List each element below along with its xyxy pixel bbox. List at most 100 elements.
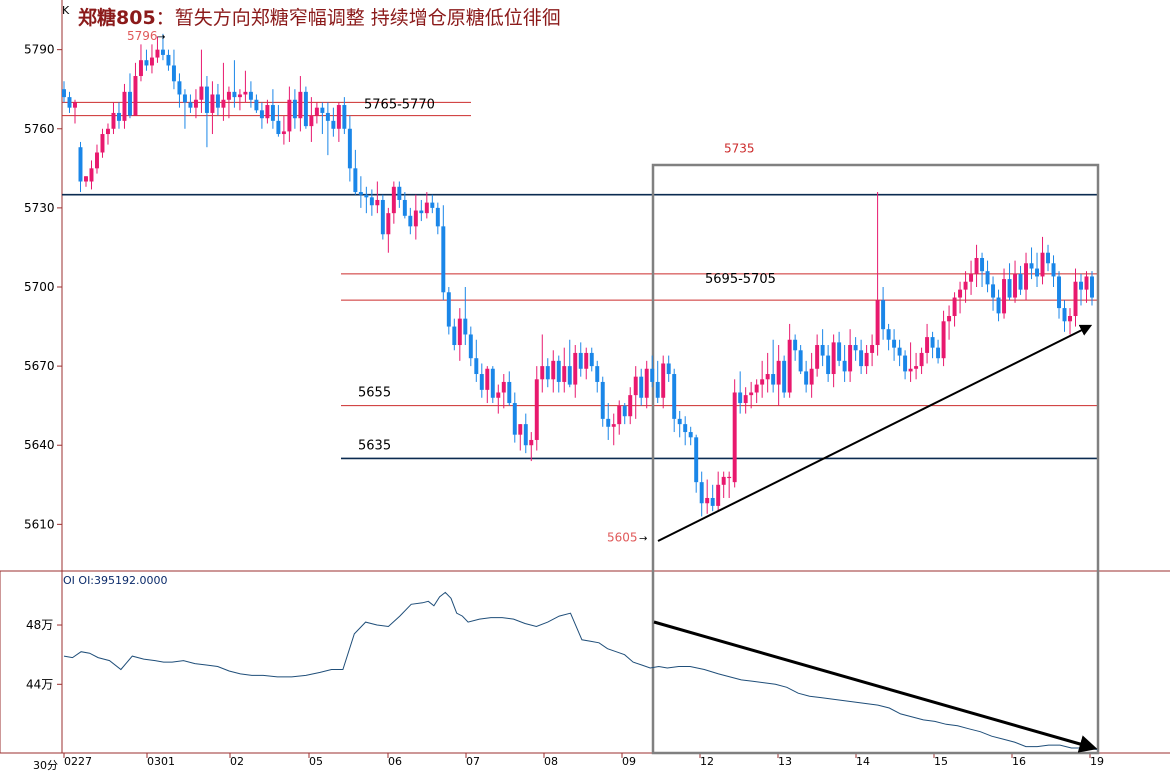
- y-tick-label: 5730: [24, 201, 55, 215]
- candle-body: [347, 128, 352, 169]
- candle-body: [62, 89, 66, 98]
- candle-body: [870, 345, 875, 353]
- candle-body: [782, 360, 787, 393]
- candle-body: [452, 326, 457, 346]
- candle-body: [947, 316, 952, 322]
- candle-body: [1007, 279, 1012, 298]
- candle-body: [518, 424, 523, 435]
- candle-body: [545, 366, 550, 380]
- candle-body: [237, 94, 242, 98]
- oi-panel-label: OI OI:395192.0000: [63, 574, 168, 587]
- x-tick-label: 09: [622, 755, 636, 768]
- x-tick-label: 07: [466, 755, 480, 768]
- candle-body: [925, 337, 930, 353]
- candle-body: [529, 439, 534, 446]
- candle-body: [116, 112, 121, 121]
- candle-body: [408, 215, 413, 227]
- candle-body: [864, 352, 869, 367]
- candle-body: [397, 186, 402, 200]
- candle-body: [650, 368, 655, 382]
- candle-body: [897, 347, 902, 356]
- candle-body: [732, 392, 737, 483]
- candle-body: [298, 91, 303, 119]
- candle-body: [248, 91, 253, 100]
- candle-body: [815, 345, 820, 369]
- y-tick-label: 5760: [24, 122, 55, 136]
- candle-body: [259, 110, 264, 119]
- candle-body: [694, 437, 699, 483]
- candle-body: [424, 202, 429, 214]
- candle-body: [1084, 276, 1089, 290]
- candle-body: [1018, 273, 1023, 290]
- candle-body: [463, 318, 468, 335]
- candle-body: [743, 395, 748, 404]
- candle-body: [89, 168, 94, 182]
- candle-body: [1051, 263, 1056, 277]
- candle-body: [507, 381, 512, 404]
- candle-body: [595, 366, 600, 382]
- candle-body: [1013, 273, 1018, 298]
- candle-body: [204, 86, 209, 113]
- candle-body: [1002, 279, 1007, 314]
- title-code: 郑糖805: [78, 7, 156, 29]
- candle-body: [413, 210, 418, 227]
- candle-body: [903, 355, 908, 372]
- trend-arrow-up: [657, 324, 1093, 542]
- k-marker: K: [62, 4, 70, 17]
- low-marker-arrow: →: [639, 534, 647, 545]
- x-tick-label: 02: [230, 755, 244, 768]
- candle-body: [479, 374, 484, 390]
- level-label-5655: 5655: [358, 386, 391, 401]
- candle-body: [342, 105, 347, 129]
- candle-body: [683, 424, 688, 433]
- candle-body: [991, 284, 996, 298]
- candle-body: [661, 363, 666, 398]
- candle-body: [144, 60, 149, 66]
- candle-body: [820, 345, 825, 356]
- candle-body: [166, 54, 171, 66]
- x-tick-label: 16: [1012, 755, 1026, 768]
- candle-body: [1035, 268, 1040, 277]
- candle-body: [628, 395, 633, 417]
- candle-body: [364, 194, 369, 198]
- candle-body: [419, 210, 424, 214]
- candle-body: [589, 352, 594, 367]
- candle-body: [727, 476, 732, 479]
- candle-body: [336, 105, 341, 129]
- title-separator: ：: [155, 7, 175, 29]
- oi-value: OI:395192.0000: [78, 574, 168, 587]
- candle-body: [523, 424, 528, 446]
- candle-body: [606, 418, 611, 427]
- candle-body: [496, 392, 501, 398]
- candle-body: [314, 107, 319, 116]
- candle-body: [716, 484, 721, 506]
- candle-body: [199, 86, 204, 100]
- candle-body: [512, 403, 517, 435]
- candle-body: [358, 192, 363, 195]
- candle-body: [254, 99, 259, 111]
- candle-body: [215, 94, 220, 108]
- candle-body: [672, 374, 677, 419]
- candle-body: [534, 379, 539, 440]
- candle-body: [611, 424, 616, 427]
- candle-body: [402, 199, 407, 216]
- candle-body: [193, 99, 198, 108]
- candle-body: [826, 355, 831, 375]
- high-marker-label: 5796: [127, 29, 158, 43]
- candle-body: [699, 482, 704, 504]
- candle-body: [804, 371, 809, 385]
- candle-body: [622, 405, 627, 417]
- oi-y-tick-label: 44万: [26, 677, 53, 691]
- candle-body: [578, 352, 583, 369]
- candle-body: [474, 358, 479, 375]
- x-tick-label: 12: [700, 755, 714, 768]
- candle-body: [1068, 316, 1072, 322]
- candle-body: [380, 199, 385, 235]
- candle-body: [501, 381, 506, 393]
- candle-body: [738, 392, 743, 404]
- low-marker-label: 5605: [607, 531, 638, 545]
- candle-body: [710, 497, 715, 506]
- y-tick-label: 5670: [24, 359, 55, 373]
- candle-body: [122, 91, 127, 121]
